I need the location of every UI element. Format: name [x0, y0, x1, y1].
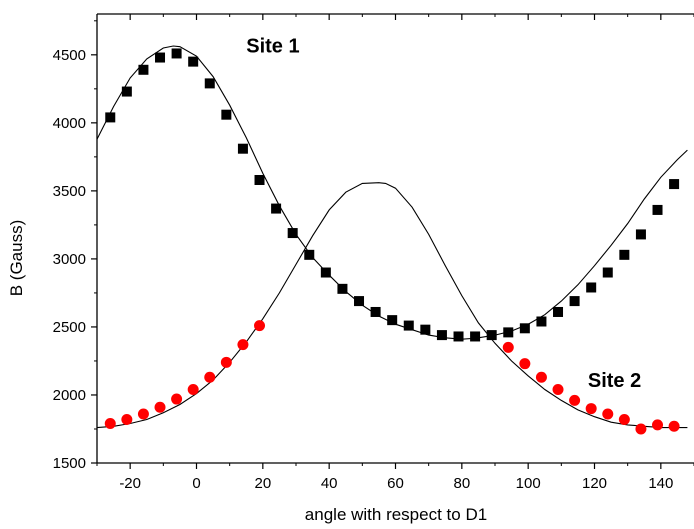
ticks [91, 14, 694, 469]
site2-circle-point [535, 371, 547, 383]
y-tick-label: 2500 [53, 319, 86, 336]
site2-circle-point [220, 356, 232, 368]
site1-square-point [271, 203, 282, 214]
site1-square-point [337, 283, 348, 294]
site1-square-point [436, 330, 447, 341]
site1-square-point [188, 56, 199, 67]
site2-circle-point [602, 408, 614, 420]
site2-circle-point [104, 418, 116, 430]
site1-square-point [370, 306, 381, 317]
site1-square-point [403, 320, 414, 331]
site2-circle-point [154, 401, 166, 413]
x-tick-label: 80 [453, 475, 470, 492]
site1-square-point [287, 228, 298, 239]
x-axis-title: angle with respect to D1 [305, 505, 487, 524]
site2-circle-point [569, 394, 581, 406]
site1-square-point [536, 316, 547, 327]
site2-circle-point [502, 341, 514, 353]
site1-square-point [171, 48, 182, 59]
tick-labels: -20 0 20 40 60 80 100 120 140 1500 2000 2500 3000 350… [53, 47, 674, 492]
annotation-site-2: Site 2 [588, 370, 641, 392]
y-tick-label: 4500 [53, 47, 86, 64]
site2-circle-point [187, 384, 199, 396]
site1-square-point [503, 327, 514, 338]
site1-square-point [586, 282, 597, 293]
axes [96, 13, 694, 464]
site1-square-point [254, 174, 265, 185]
y-tick-label: 4000 [53, 115, 86, 132]
site1-square-point [453, 331, 464, 342]
site2-circle-point [137, 408, 149, 420]
site1-square-point [138, 64, 149, 75]
site1-square-point [669, 179, 680, 190]
site2-circle-point [635, 423, 647, 435]
site1-square-point [635, 229, 646, 240]
site2-circle-point [121, 413, 133, 425]
x-tick-label: 0 [192, 475, 200, 492]
x-tick-label: -20 [119, 475, 141, 492]
site2-circle-point [618, 413, 630, 425]
site1-square-point [387, 315, 398, 326]
y-axis-title: B (Gauss) [7, 220, 26, 297]
x-tick-label: 60 [387, 475, 404, 492]
fit-curve-2 [97, 45, 688, 340]
site1-square-point [320, 267, 331, 278]
y-tick-label: 3000 [53, 251, 86, 268]
site1-square-point [602, 267, 613, 278]
site2-circle-point [254, 320, 266, 332]
site1-square-point [569, 296, 580, 307]
site1-square-point [354, 296, 365, 307]
site2-circle-point [552, 384, 564, 396]
x-tick-label: 120 [582, 475, 607, 492]
y-tick-label: 1500 [53, 455, 86, 472]
x-tick-label: 100 [516, 475, 541, 492]
x-tick-label: 40 [321, 475, 338, 492]
site2-circle-point [519, 358, 531, 370]
site1-square-point [221, 109, 232, 120]
site1-square-point [652, 204, 663, 215]
site1-square-point [155, 52, 166, 63]
x-tick-label: 140 [648, 475, 673, 492]
site1-square-point [105, 112, 116, 123]
site2-circle-point [204, 371, 216, 383]
data-points [104, 48, 680, 435]
fit-curve-3 [97, 182, 688, 429]
site2-circle-point [585, 403, 597, 415]
site2-circle-point [668, 420, 680, 432]
site1-square-point [470, 331, 481, 342]
site1-square-point [553, 306, 564, 317]
site1-square-point [420, 324, 431, 335]
x-tick-label: 20 [254, 475, 271, 492]
site1-square-point [304, 249, 315, 260]
site1-square-point [204, 78, 215, 89]
site2-circle-point [171, 393, 183, 405]
y-tick-label: 3500 [53, 183, 86, 200]
site1-square-point [519, 323, 530, 334]
annotation-site-1: Site 1 [246, 35, 299, 57]
site2-circle-point [237, 339, 249, 351]
site1-square-point [237, 143, 248, 154]
y-tick-label: 2000 [53, 387, 86, 404]
site1-square-point [619, 249, 630, 260]
site1-square-point [486, 330, 497, 341]
site1-square-point [121, 86, 132, 97]
site2-circle-point [652, 419, 664, 431]
